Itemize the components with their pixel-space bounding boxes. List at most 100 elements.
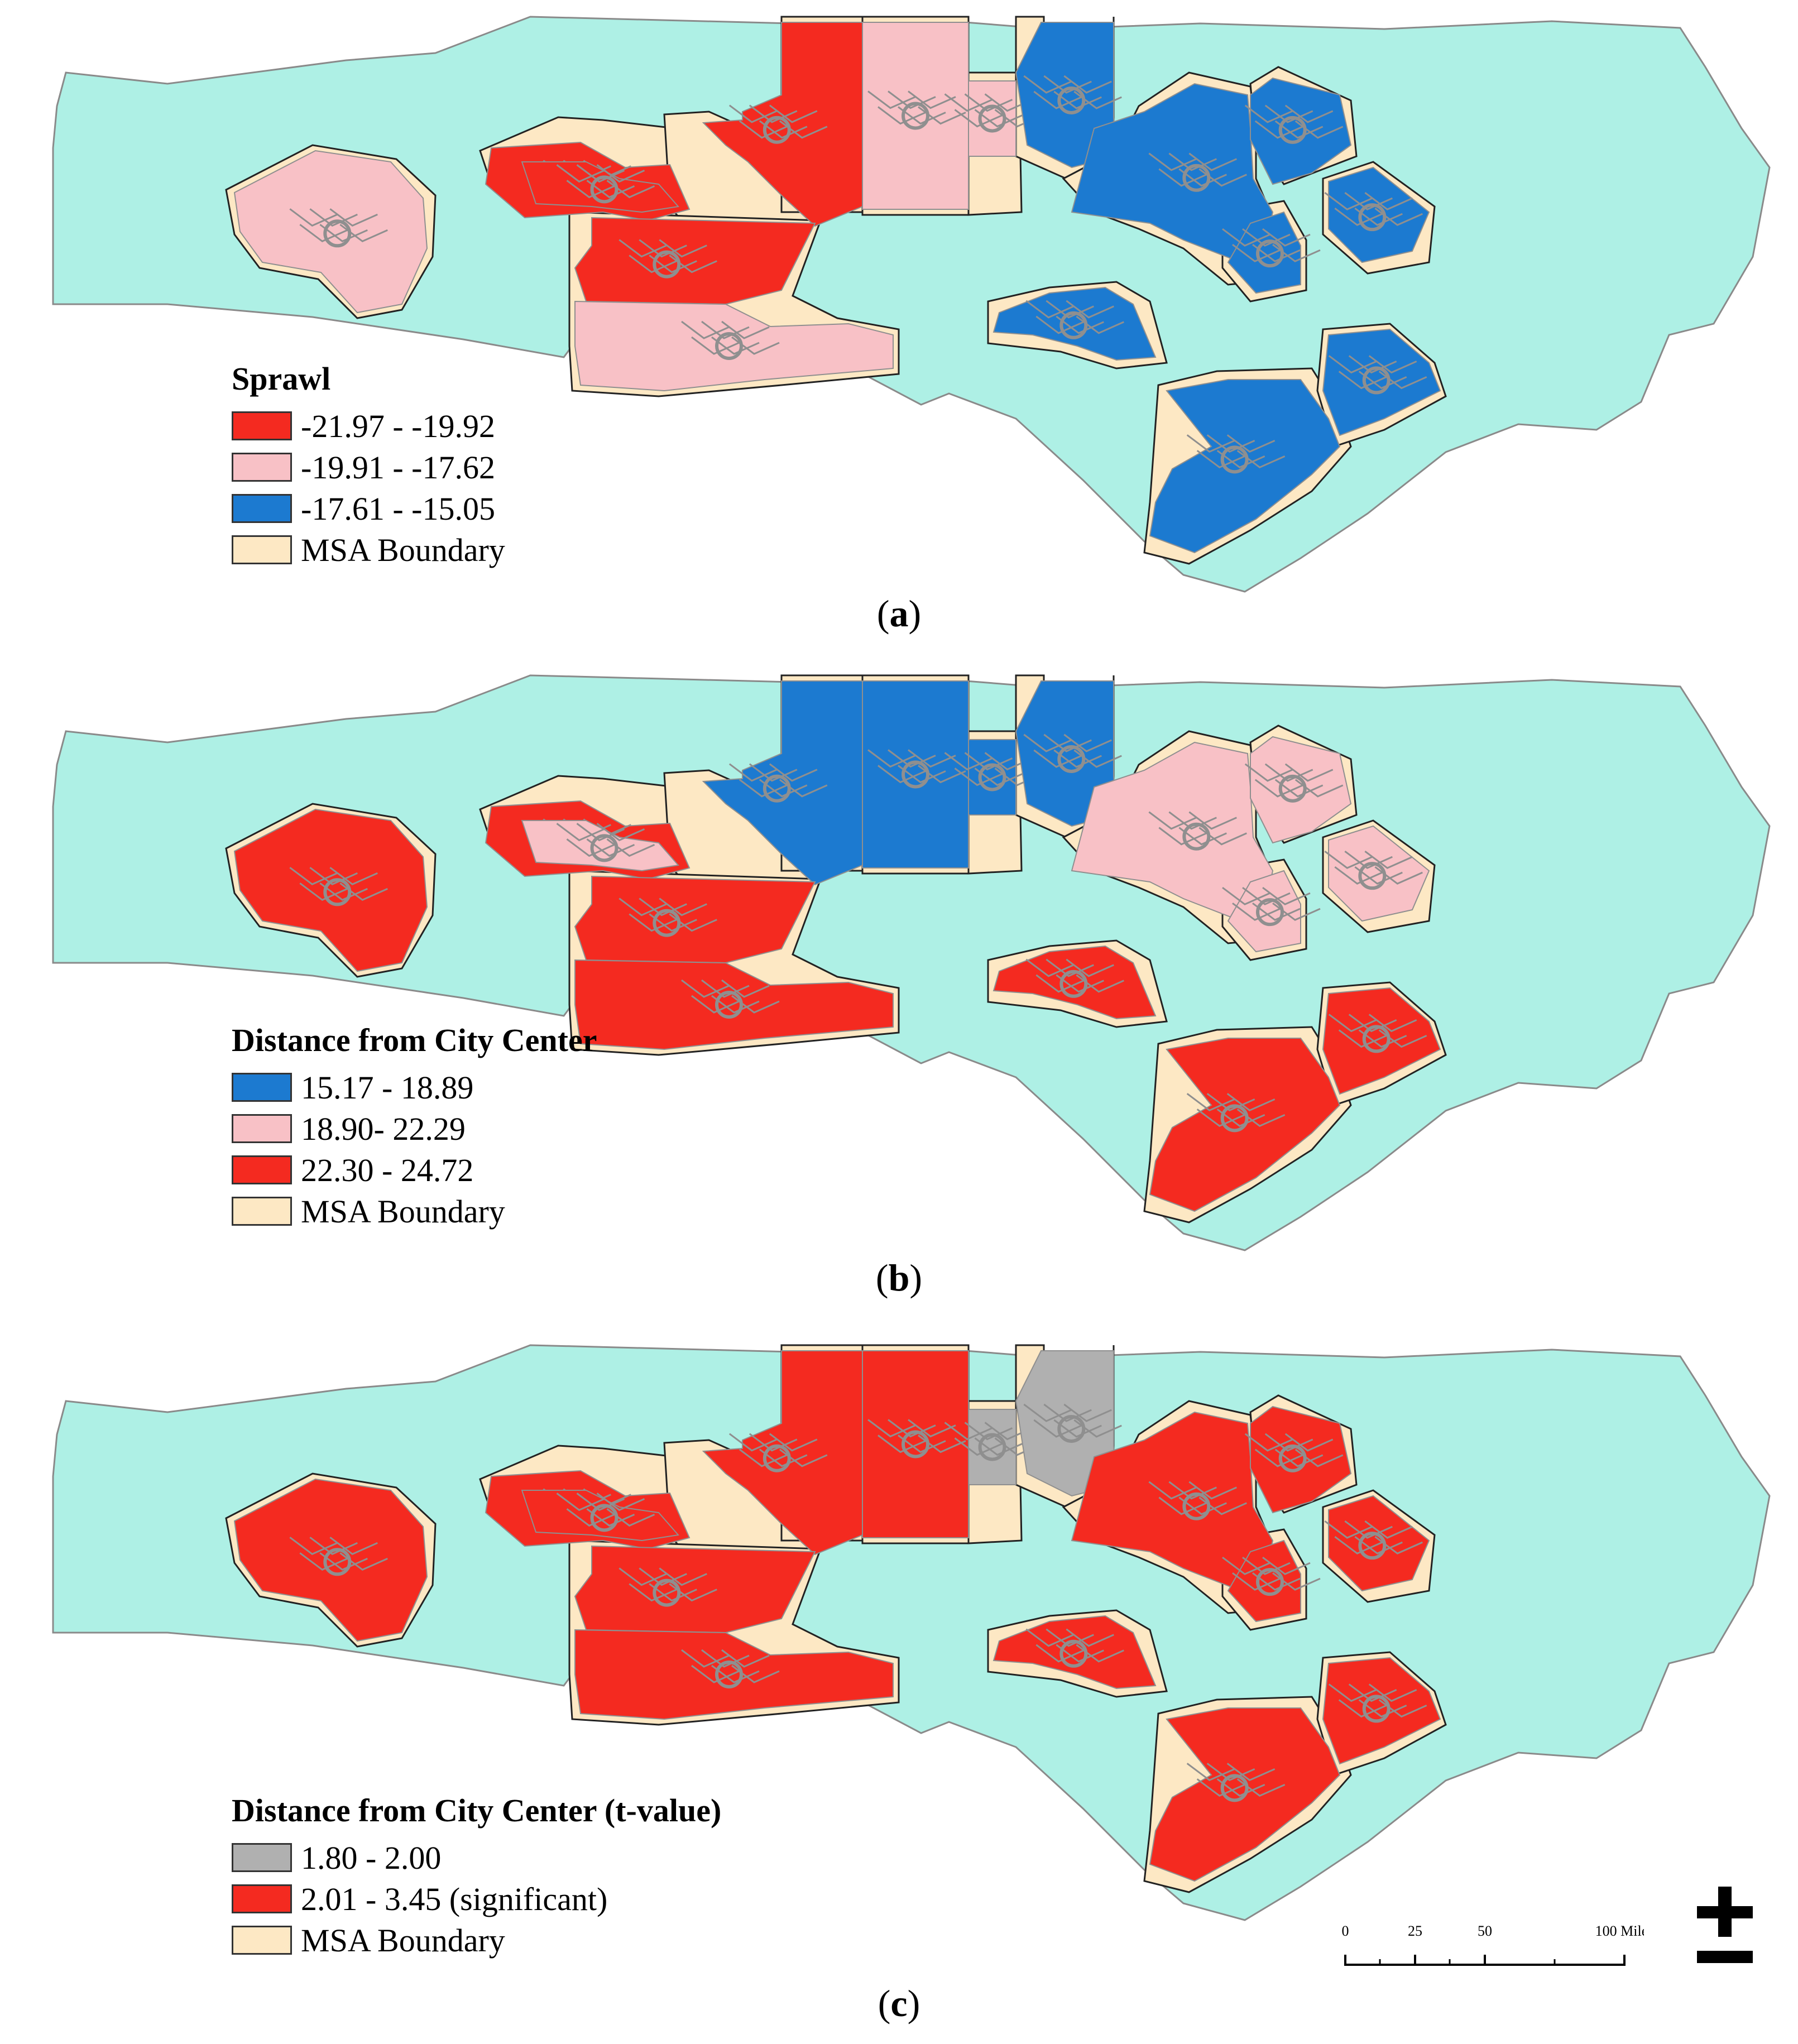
urban-core [715,1661,743,1688]
tract-boundary-line [639,239,687,258]
urban-core [653,909,681,937]
tract-boundary-line [728,1433,778,1452]
tract-boundary-line [888,1419,936,1438]
tract-boundary-line [681,1649,730,1668]
tract-region-charlotte_s [574,959,894,1050]
tract-region-rocky_mount [1250,736,1352,844]
urban-core [1182,164,1211,192]
tract-boundary-line [1148,1481,1197,1500]
tract-boundary-line [1043,75,1092,94]
tract-boundary-line [1025,1628,1074,1647]
legend-swatch [232,494,292,523]
tract-boundary-line [1035,974,1084,993]
tract-boundary-line [701,979,750,998]
tract-boundary-line [1222,228,1270,247]
tract-boundary-line [1053,1419,1102,1438]
urban-core [902,102,929,130]
tract-region-charlotte_s [574,1629,894,1720]
tract-boundary-line [749,763,798,782]
tract-boundary-line [1025,958,1074,977]
urban-core [763,116,791,144]
tract-boundary-line [1056,1644,1104,1663]
tract-boundary-line [898,106,946,125]
north-arrow-icon [1697,1887,1753,1963]
tract-region-jacksonville [1322,328,1441,436]
tract-region-fayetteville [993,945,1157,1020]
tract-boundary-line [1334,207,1383,226]
tract-boundary-line [1066,958,1114,977]
urban-core [715,991,743,1019]
tract-boundary-line [1158,168,1207,187]
urban-core [902,760,929,789]
tract-boundary-line [1222,1556,1270,1575]
tract-region-greensboro [862,680,969,869]
tract-region-raleigh [1071,1411,1274,1592]
tract-boundary-line [1056,974,1104,993]
legend-label: MSA Boundary [301,1922,505,1959]
tract-region-jacksonville [1322,987,1441,1095]
tract-boundary-line [1216,1109,1265,1127]
tract-boundary-line [1033,749,1082,768]
tract-boundary-line [878,1434,926,1453]
tract-boundary-line [898,1434,946,1453]
legend-item: MSA Boundary [232,1191,597,1232]
tract-boundary-line [319,882,368,901]
tract-boundary-line [1023,733,1072,752]
tract-boundary-line [1043,1403,1092,1422]
tract-boundary-line [596,1493,645,1512]
scale-tick-label-50: 50 [1478,1923,1492,1939]
legend-swatch [232,453,292,482]
urban-core [1059,970,1088,998]
tract-boundary-line [1344,850,1393,869]
tract-boundary-line [1206,1093,1255,1112]
tract-boundary-line [596,164,645,183]
tract-boundary-line [1178,168,1227,187]
tract-boundary-line [1046,1628,1094,1647]
tract-boundary-line [309,867,358,886]
tract-boundary-line [749,104,798,123]
tract-boundary-line [1186,1763,1235,1782]
map-tvalue [52,1344,1771,1921]
tract-boundary-line [1244,763,1293,782]
legend-label: 1.80 - 2.00 [301,1839,442,1876]
tract-boundary-line [576,164,625,183]
tract-boundary-line [1324,850,1373,869]
tract-boundary-line [1232,902,1281,921]
tract-boundary-line [1035,315,1084,334]
tract-boundary-line [954,767,1003,786]
urban-core [323,878,352,906]
urban-core [1358,862,1387,890]
tract-boundary-line [1148,152,1197,171]
tract-boundary-line [1328,1014,1377,1033]
tract-boundary-line [769,763,818,782]
tract-boundary-line [1334,1536,1383,1554]
tract-boundary-line [299,224,348,243]
tract-boundary-line [1023,75,1072,94]
tract-boundary-line [566,1508,615,1527]
urban-core [1362,1695,1391,1723]
tract-region-greensboro [862,22,969,210]
tract-boundary-line [1226,1763,1276,1782]
legend-label: -19.91 - -17.62 [301,449,495,486]
tract-boundary-line [1035,1644,1084,1663]
tract-boundary-line [711,1664,760,1683]
tract-boundary-line [1358,1029,1407,1048]
tract-boundary-line [629,1583,677,1602]
legend-swatch [232,411,292,440]
tract-boundary-line [769,1433,818,1452]
tract-boundary-line [299,882,348,901]
tract-boundary-line [888,749,936,768]
scale-tick-label-25: 25 [1408,1923,1422,1939]
tract-boundary-line [1328,355,1377,374]
tract-boundary-line [1328,1683,1377,1702]
tract-boundary-line [289,867,338,886]
urban-core [902,1430,929,1458]
legend-distance: Distance from City Center 15.17 - 18.89 1… [232,1021,597,1232]
panel-b: Distance from City Center 15.17 - 18.89 1… [0,659,1798,1317]
tract-boundary-line [1188,811,1237,830]
urban-core [590,834,618,862]
tract-boundary-line [1354,1536,1403,1554]
tract-region-raleigh [1071,741,1274,922]
legend-item: 15.17 - 18.89 [232,1067,597,1108]
tract-boundary-line [1262,228,1311,247]
